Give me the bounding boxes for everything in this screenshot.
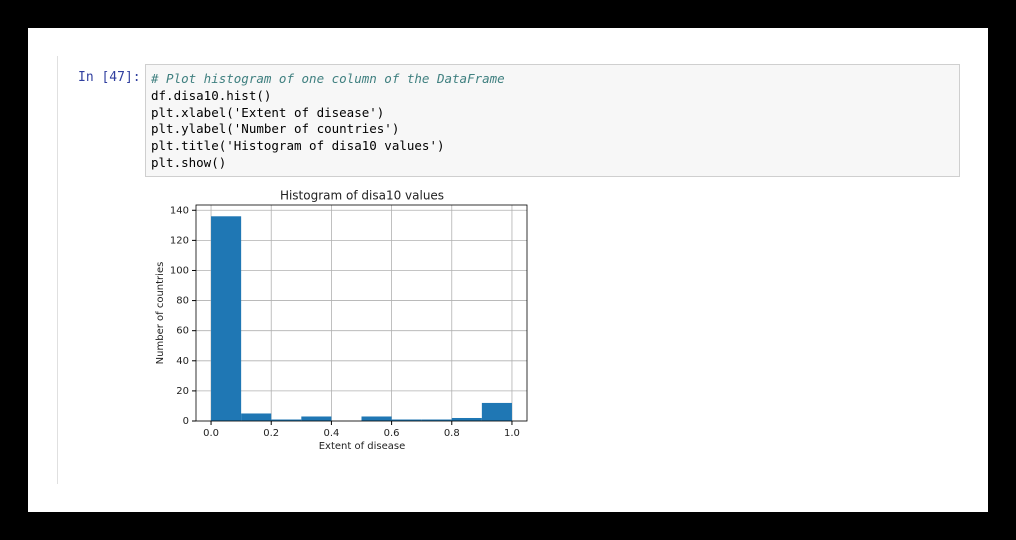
x-tick-label: 0.4: [323, 428, 339, 439]
code-line: df.disa10.hist(): [151, 87, 272, 103]
x-tick-label: 0.6: [384, 428, 400, 439]
y-tick-label: 60: [176, 326, 189, 337]
cell-prompt: In [47]:: [78, 70, 141, 85]
y-tick-label: 40: [176, 356, 189, 367]
bar: [271, 419, 302, 421]
code-line: plt.xlabel('Extent of disease'): [151, 104, 385, 120]
bar: [241, 413, 272, 421]
cell-border: [57, 56, 58, 484]
y-tick-label: 20: [176, 386, 189, 397]
bar: [481, 402, 512, 421]
x-tick-label: 0.0: [203, 428, 219, 439]
code-line: plt.title('Histogram of disa10 values'): [151, 138, 445, 154]
x-tick-label: 0.8: [444, 428, 460, 439]
x-tick-label: 1.0: [504, 428, 520, 439]
x-tick-label: 0.2: [263, 428, 279, 439]
y-tick-label: 0: [183, 416, 189, 427]
code-cell[interactable]: # Plot histogram of one column of the Da…: [145, 64, 960, 177]
y-tick-label: 120: [170, 235, 189, 246]
y-tick-label: 100: [170, 265, 189, 276]
chart-title: Histogram of disa10 values: [280, 189, 444, 203]
code-line: plt.ylabel('Number of countries'): [151, 121, 400, 137]
bar: [421, 419, 452, 421]
y-tick-label: 140: [170, 205, 189, 216]
code-line: # Plot histogram of one column of the Da…: [151, 71, 505, 86]
axes-frame: [195, 204, 528, 422]
code-line: plt.show(): [151, 154, 227, 170]
bar: [301, 416, 332, 421]
y-axis-label: Number of countries: [155, 262, 166, 365]
x-axis-label: Extent of disease: [319, 441, 406, 452]
bar: [451, 417, 482, 421]
y-tick-label: 80: [176, 296, 189, 307]
bar: [211, 216, 242, 421]
bar: [361, 416, 392, 421]
bar: [391, 419, 422, 421]
